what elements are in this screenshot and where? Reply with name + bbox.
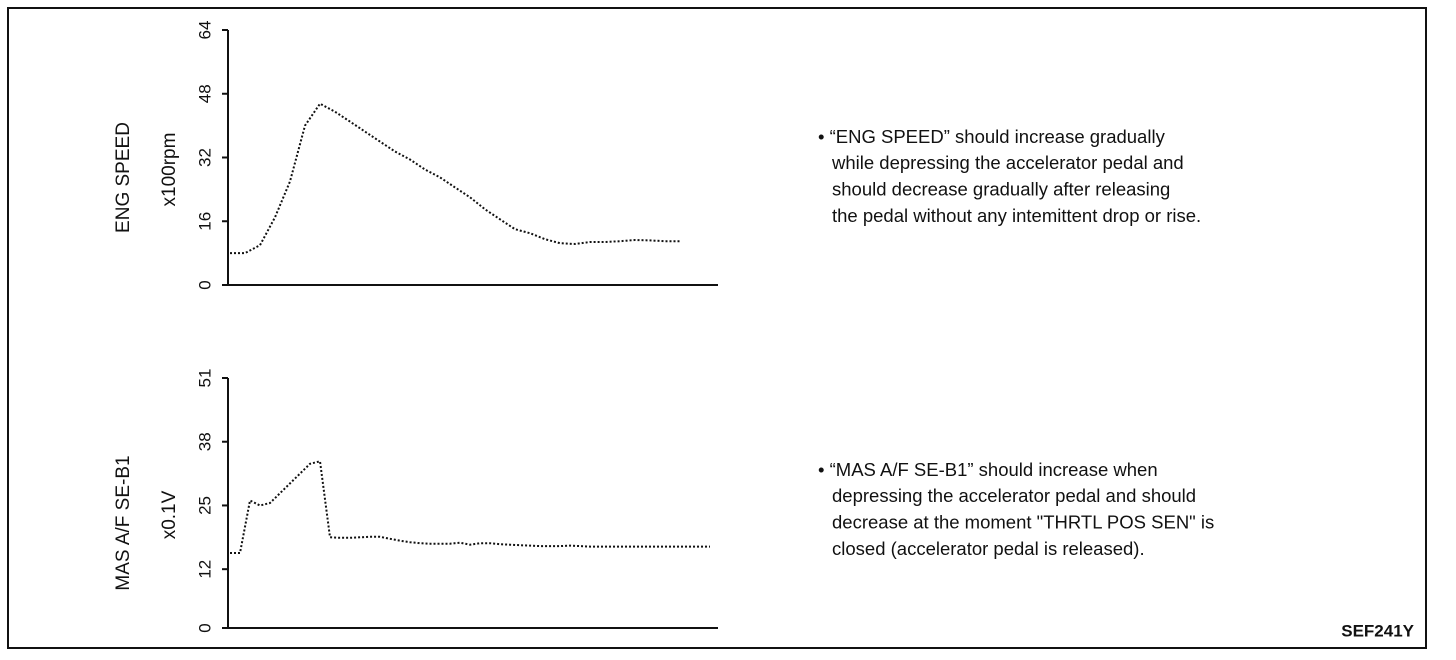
note-line: should decrease gradually after releasin… (832, 178, 1170, 199)
note-line: while depressing the accelerator pedal a… (831, 152, 1184, 173)
y-tick-label: 48 (195, 84, 214, 103)
note-line: • “ENG SPEED” should increase gradually (818, 126, 1166, 147)
note-line: the pedal without any intemittent drop o… (832, 205, 1201, 226)
figure-id: SEF241Y (1341, 621, 1414, 640)
y-tick-label: 12 (195, 560, 214, 579)
data-line (230, 102, 680, 255)
data-line (230, 460, 710, 554)
y-tick-label: 64 (195, 21, 214, 40)
frame (7, 7, 1427, 649)
note-line: depressing the accelerator pedal and sho… (832, 485, 1196, 506)
y-tick-label: 16 (195, 212, 214, 231)
y-axis-unit: x0.1V (159, 490, 180, 539)
y-tick-label: 25 (195, 496, 214, 515)
y-axis-label: MAS A/F SE-B1 (113, 455, 134, 590)
note-line: decrease at the moment "THRTL POS SEN" i… (832, 511, 1214, 532)
y-tick-label: 38 (195, 432, 214, 451)
note-line: • “MAS A/F SE-B1” should increase when (818, 459, 1158, 480)
y-tick-label: 0 (195, 623, 214, 632)
note-line: closed (accelerator pedal is released). (832, 538, 1145, 559)
y-tick-label: 51 (195, 369, 214, 388)
y-axis-unit: x100rpm (159, 133, 180, 207)
y-tick-label: 0 (195, 280, 214, 289)
y-axis-label: ENG SPEED (113, 122, 134, 233)
y-tick-label: 32 (195, 148, 214, 167)
